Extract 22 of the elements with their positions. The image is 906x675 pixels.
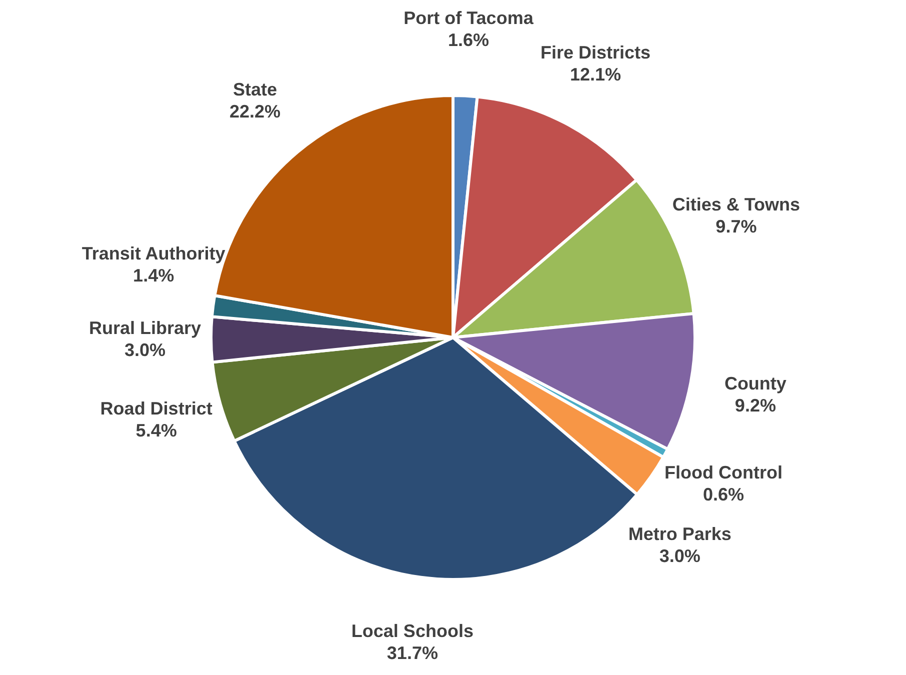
data-label: 9.2%: [734, 396, 776, 416]
data-label: 9.7%: [716, 216, 757, 236]
data-label: 5.4%: [136, 420, 177, 440]
data-label: 0.6%: [703, 484, 744, 505]
slice-label: Cities & Towns: [672, 194, 800, 214]
slice-label: Road District: [100, 398, 212, 418]
slice-label: State: [233, 80, 278, 100]
data-label: 12.1%: [570, 64, 622, 84]
data-label: 3.0%: [659, 546, 700, 566]
slice-label: Flood Control: [664, 462, 783, 483]
slice-label: Transit Authority: [82, 243, 226, 264]
data-label: 3.0%: [124, 340, 166, 360]
slice-label: Metro Parks: [628, 524, 732, 544]
data-label: 1.4%: [133, 265, 174, 286]
data-label: 31.7%: [386, 642, 438, 663]
slice-label: Rural Library: [88, 318, 202, 338]
data-label: 22.2%: [230, 102, 281, 122]
slice-label: County: [724, 374, 786, 394]
slice-label: Fire Districts: [540, 42, 651, 62]
data-label: 1.6%: [448, 30, 490, 50]
slice-label: Local Schools: [351, 620, 474, 641]
slice-label: Port of Tacoma: [404, 8, 534, 28]
